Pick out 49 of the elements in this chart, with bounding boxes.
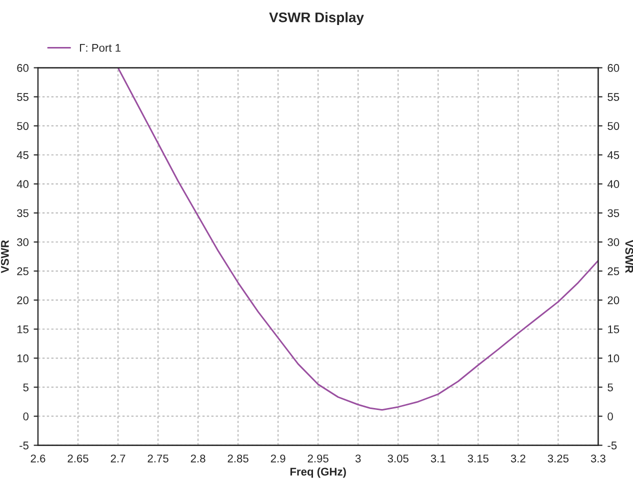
y-tick-label: 35 xyxy=(17,209,28,218)
y2-tick-label: 60 xyxy=(608,64,620,72)
y2-tick-label: 30 xyxy=(608,238,620,246)
x-tick-label: 3.2 xyxy=(510,454,526,462)
y2-tick-label: 50 xyxy=(608,122,620,130)
y-tick-label: 55 xyxy=(17,93,28,101)
y-tick-label: 20 xyxy=(17,296,29,304)
x-tick-label: 2.65 xyxy=(68,454,88,462)
y-tick-label: 40 xyxy=(16,180,29,188)
y2-tick-label: 45 xyxy=(607,151,620,160)
y-tick-label: 25 xyxy=(17,267,28,276)
y2-axis-title: VSWR xyxy=(625,240,633,273)
x-tick-label: 2.85 xyxy=(228,454,248,462)
y-tick-label: 15 xyxy=(17,326,28,334)
y2-tick-label: 55 xyxy=(608,93,620,101)
y2-tick-label: 5 xyxy=(608,384,613,392)
y2-tick-label: 20 xyxy=(608,296,620,304)
x-tick-label: 3 xyxy=(355,454,361,462)
chart-title: VSWR Display xyxy=(269,12,364,26)
y2-tick-label: 10 xyxy=(608,354,620,362)
y-axis-title: VSWR xyxy=(0,240,9,274)
y2-tick-label: 25 xyxy=(608,267,620,276)
y2-tick-label: -5 xyxy=(608,442,617,450)
x-axis-title: Freq (GHz) xyxy=(290,467,346,478)
y-tick-label: 0 xyxy=(23,412,29,420)
x-tick-label: 2.8 xyxy=(190,454,206,462)
x-tick-label: 2.95 xyxy=(308,454,328,462)
y-tick-label: 5 xyxy=(23,384,28,392)
line-series xyxy=(117,68,598,411)
y2-tick-label: 0 xyxy=(608,412,613,420)
y-tick-label: -5 xyxy=(20,442,28,450)
y2-tick-label: 35 xyxy=(608,209,620,218)
x-tick-label: 3.25 xyxy=(548,454,569,462)
x-tick-label: 2.75 xyxy=(148,454,168,462)
x-tick-label: 2.6 xyxy=(30,454,46,462)
y-tick-label: 60 xyxy=(17,64,29,72)
x-tick-label: 3.05 xyxy=(388,454,408,462)
x-tick-label: 2.9 xyxy=(270,454,286,462)
y-tick-label: 30 xyxy=(17,238,29,246)
y2-tick-label: 40 xyxy=(607,180,620,188)
x-tick-label: 3.3 xyxy=(590,454,606,462)
y-tick-label: 45 xyxy=(16,151,28,160)
y-tick-label: 10 xyxy=(17,354,29,362)
y2-tick-label: 15 xyxy=(608,326,620,334)
x-tick-label: 2.7 xyxy=(110,454,126,462)
y-tick-label: 50 xyxy=(17,122,29,130)
legend-label: Γ: Port 1 xyxy=(80,44,120,52)
x-tick-label: 3.1 xyxy=(430,454,446,462)
x-tick-label: 3.15 xyxy=(468,454,488,462)
